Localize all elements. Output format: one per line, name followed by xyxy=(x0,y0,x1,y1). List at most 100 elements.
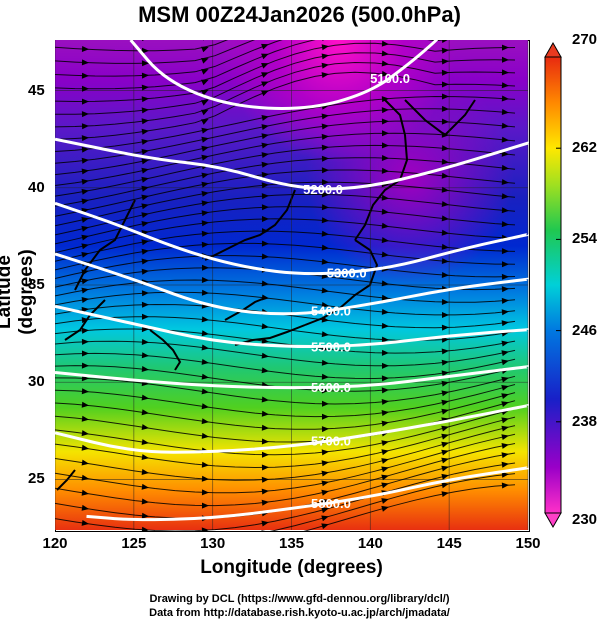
wind-arrow xyxy=(261,90,269,97)
streamline xyxy=(55,157,516,207)
wind-arrow xyxy=(261,488,269,495)
wind-arrow xyxy=(261,171,269,178)
wind-arrow xyxy=(502,44,509,51)
wind-arrow xyxy=(261,63,269,69)
streamline xyxy=(55,40,283,77)
wind-arrow xyxy=(441,336,449,343)
wind-arrow xyxy=(381,420,389,427)
wind-arrow xyxy=(201,373,209,380)
wind-arrow xyxy=(501,136,509,143)
wind-arrow xyxy=(81,135,89,142)
wind-arrow xyxy=(501,340,509,347)
streamline xyxy=(55,433,516,494)
wind-arrow xyxy=(441,465,449,472)
wind-arrow xyxy=(441,425,449,432)
streamline xyxy=(55,316,516,341)
wind-arrow xyxy=(201,136,209,143)
wind-arrow xyxy=(141,469,149,475)
contour-5600 xyxy=(55,365,529,390)
wind-arrow xyxy=(81,234,89,241)
wind-arrow xyxy=(381,466,389,473)
wind-arrow xyxy=(261,424,269,431)
wind-arrow xyxy=(201,69,209,75)
wind-arrow xyxy=(81,252,89,258)
wind-arrow xyxy=(501,69,509,76)
wind-arrow xyxy=(441,131,449,138)
wind-arrow xyxy=(201,475,209,482)
wind-arrow xyxy=(201,388,209,395)
wind-arrow xyxy=(501,417,509,424)
wind-arrow xyxy=(381,505,389,512)
streamline xyxy=(303,484,516,531)
wind-arrow xyxy=(261,337,269,344)
wind-arrow xyxy=(81,459,89,466)
wind-arrow xyxy=(321,460,329,467)
wind-arrow xyxy=(381,167,389,174)
wind-arrow xyxy=(201,190,209,197)
wind-arrow xyxy=(322,40,325,41)
wind-arrow xyxy=(201,99,209,106)
wind-arrow xyxy=(322,400,329,407)
wind-arrow xyxy=(141,148,149,155)
wind-arrow xyxy=(381,107,389,114)
wind-arrow xyxy=(441,272,449,278)
wind-arrow xyxy=(502,261,509,268)
wind-arrow xyxy=(321,258,329,265)
wind-arrow xyxy=(141,498,149,505)
wind-arrow xyxy=(501,221,509,228)
wind-arrow xyxy=(381,40,389,47)
streamline xyxy=(269,473,516,531)
wind-arrow xyxy=(201,172,209,179)
contour-label: 5500.0 xyxy=(311,339,351,354)
wind-arrow xyxy=(441,172,449,179)
streamline xyxy=(55,462,516,531)
y-tick-label: 40 xyxy=(28,178,45,196)
wind-arrow xyxy=(321,72,329,78)
wind-arrow xyxy=(201,200,209,207)
wind-arrow xyxy=(381,118,389,125)
wind-arrow xyxy=(501,350,509,357)
streamline xyxy=(55,206,516,245)
wind-arrow xyxy=(261,280,269,287)
wind-arrow xyxy=(381,96,389,103)
wind-arrow xyxy=(441,380,449,387)
streamline xyxy=(55,132,516,186)
wind-arrow xyxy=(321,155,329,162)
wind-arrow xyxy=(382,142,389,149)
wind-arrow xyxy=(381,322,389,329)
colorbar-tick-label: 230 xyxy=(572,511,598,528)
streamline xyxy=(55,400,516,443)
wind-arrow xyxy=(81,178,89,185)
wind-arrow xyxy=(501,434,509,440)
wind-arrow xyxy=(441,229,449,236)
wind-arrow xyxy=(141,118,149,125)
colorbar-tick-label: 270 xyxy=(572,31,598,48)
colorbar-tick-label: 254 xyxy=(572,230,598,248)
wind-arrow xyxy=(321,302,329,308)
wind-arrow xyxy=(321,287,329,294)
wind-arrow xyxy=(141,290,149,297)
wind-arrow xyxy=(321,515,329,522)
wind-arrow xyxy=(441,390,449,397)
streamline xyxy=(55,40,448,90)
wind-arrow xyxy=(501,425,509,432)
wind-arrow xyxy=(501,359,509,366)
wind-arrow xyxy=(201,344,209,351)
wind-arrow xyxy=(81,243,89,250)
wind-arrow xyxy=(261,396,269,403)
wind-arrow xyxy=(261,464,269,471)
wind-arrow xyxy=(381,449,389,456)
wind-arrow xyxy=(321,426,329,433)
wind-arrow xyxy=(201,527,209,531)
wind-arrow xyxy=(201,181,209,188)
wind-arrow xyxy=(381,399,389,405)
wind-arrow xyxy=(81,317,89,324)
wind-arrow xyxy=(321,470,329,477)
wind-arrow xyxy=(441,433,449,440)
credit-drawing: Drawing by DCL (https://www.gfd-dennou.o… xyxy=(149,593,450,605)
wind-arrow xyxy=(261,161,269,168)
wind-arrow xyxy=(441,186,449,193)
wind-arrow xyxy=(141,239,149,246)
wind-arrow xyxy=(321,480,329,487)
y-axis-label: Latitude (degrees) xyxy=(0,249,37,335)
